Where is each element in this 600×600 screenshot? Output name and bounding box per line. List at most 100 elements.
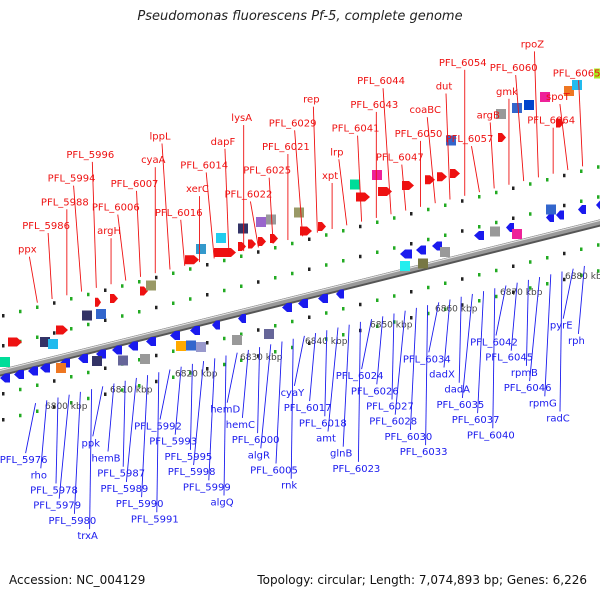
guide-dot (274, 324, 277, 328)
gene-label: PFL_5991 (131, 514, 179, 525)
label-leader (290, 338, 294, 479)
forward-gene-arrow (300, 226, 312, 236)
label-leader (260, 344, 272, 449)
kbp-tick-label: 6800 kbp (45, 402, 88, 412)
gene-label: coaBC (410, 105, 441, 116)
gene-label: rpmG (529, 398, 557, 409)
forward-gene-arrow (8, 337, 22, 347)
label-leader (141, 375, 149, 498)
guide-dot (563, 173, 566, 178)
label-leader (40, 400, 48, 469)
gene-label: PFL_6029 (269, 118, 317, 129)
guide-dot (172, 375, 175, 379)
cog-box (118, 355, 128, 366)
label-leader (458, 296, 462, 383)
label-leader (477, 291, 485, 414)
label-leader (529, 277, 541, 382)
guide-dot (240, 254, 243, 258)
reverse-gene-arrow (14, 370, 24, 379)
guide-dot (461, 277, 464, 281)
cog-box (40, 337, 50, 347)
gene-label: PFL_6028 (369, 417, 417, 428)
guide-dot (274, 246, 277, 250)
forward-gene-arrow (356, 192, 370, 202)
label-leader (161, 143, 171, 270)
guide-dot (223, 258, 226, 263)
guide-dot (155, 379, 158, 384)
label-leader (136, 190, 141, 277)
guide-dot (172, 301, 175, 305)
label-leader (361, 319, 373, 370)
guide-dot (342, 229, 345, 233)
gene-label: xpt (322, 171, 338, 182)
label-leader (58, 394, 70, 499)
label-leader (249, 201, 259, 248)
guide-dot (495, 294, 498, 299)
cog-box (512, 229, 522, 239)
reverse-gene-arrow (170, 331, 180, 340)
label-leader (559, 103, 569, 171)
guide-dot (87, 292, 90, 297)
guide-dot (512, 290, 515, 294)
guide-dot (444, 281, 447, 285)
cog-box (92, 356, 102, 366)
guide-dot (359, 254, 362, 259)
genome-backbone (0, 219, 600, 377)
cog-box (564, 86, 574, 96)
gene-label: PFL_6026 (351, 386, 399, 397)
cog-box (546, 204, 556, 215)
guide-dot (546, 256, 549, 260)
backbone-line (0, 219, 600, 375)
gene-label: PFL_6000 (232, 435, 280, 446)
gene-label: PFL_6054 (439, 58, 487, 69)
guide-dot (87, 322, 90, 327)
forward-gene-arrow (270, 234, 278, 243)
forward-gene-arrow (185, 255, 199, 265)
guide-dot (19, 309, 22, 314)
guide-dot (240, 358, 243, 362)
cog-box (524, 100, 534, 110)
guide-dot (308, 237, 311, 241)
guide-dot (223, 362, 226, 367)
guide-dot (240, 284, 243, 288)
label-leader (425, 305, 429, 446)
cog-box (256, 217, 266, 227)
guide-dot (308, 341, 311, 345)
guide-dot (325, 311, 328, 315)
guide-dot (257, 280, 260, 284)
cog-box (186, 340, 196, 351)
kbp-tick-label: 6850 kbp (370, 321, 413, 331)
label-leader (492, 288, 496, 429)
label-leader (122, 380, 126, 467)
gene-label: dut (436, 82, 453, 93)
gene-label: PFL_6007 (111, 179, 159, 190)
cog-box (400, 261, 410, 271)
label-leader (489, 122, 495, 189)
gene-label: PFL_6024 (336, 371, 384, 382)
gene-label: PFL_6018 (299, 418, 347, 429)
guide-dot (427, 237, 430, 242)
forward-gene-arrow (110, 294, 118, 303)
gene-label: PFL_6045 (485, 353, 533, 364)
accession-text: Accession: NC_004129 (9, 573, 146, 587)
gene-label: spoT (546, 92, 571, 103)
guide-dot (529, 182, 532, 186)
label-leader (309, 333, 317, 402)
guide-dot (563, 277, 566, 282)
reverse-gene-arrow (556, 210, 564, 220)
guide-dot (257, 328, 260, 332)
cog-box (82, 310, 92, 321)
guide-dot (393, 294, 396, 298)
guide-dot (138, 310, 141, 314)
cog-box (238, 223, 248, 234)
forward-gene-arrow (56, 325, 68, 335)
cog-box (264, 329, 274, 339)
forward-gene-arrow (238, 242, 246, 251)
guide-dot (393, 246, 396, 250)
gene-label: glnB (330, 449, 352, 460)
guide-dot (376, 324, 379, 328)
guide-dot (478, 273, 481, 277)
guide-dot (53, 331, 56, 335)
reverse-gene-arrow (212, 320, 220, 330)
gene-label: PFL_6022 (225, 189, 273, 200)
